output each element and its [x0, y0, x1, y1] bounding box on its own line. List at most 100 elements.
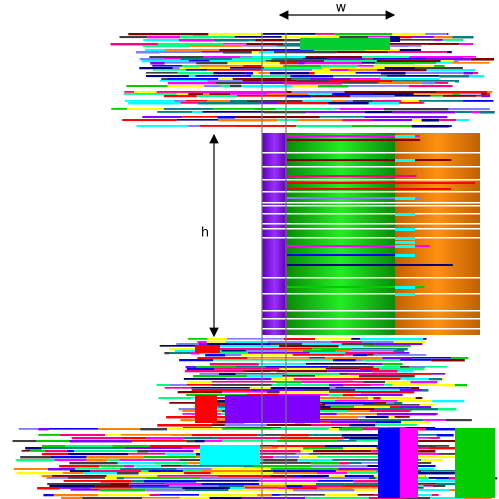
stripe [332, 93, 373, 96]
stripe [324, 477, 370, 480]
stripe [431, 494, 439, 496]
stripe [395, 228, 415, 231]
stripe [188, 60, 210, 62]
stripe [247, 357, 310, 359]
stripe [409, 116, 448, 119]
stripe [116, 472, 139, 475]
stripe [251, 75, 291, 78]
stripe [395, 286, 415, 289]
stripe [50, 456, 87, 459]
stripe [197, 102, 260, 105]
stripe [235, 373, 286, 375]
stripe [354, 394, 403, 396]
stripe [229, 487, 245, 490]
stripe [426, 428, 477, 431]
stripe [311, 95, 351, 98]
stripe [195, 366, 236, 368]
stripe [333, 108, 340, 110]
stripe [90, 470, 142, 473]
stripe [182, 116, 218, 118]
stripe [206, 343, 261, 346]
stripe [62, 472, 84, 475]
stripe [159, 80, 208, 82]
stripe [399, 49, 422, 52]
stripe [260, 343, 271, 346]
stripe [395, 213, 415, 216]
stripe [315, 375, 359, 378]
stripe [267, 49, 314, 51]
stripe [399, 366, 410, 368]
stripe [241, 497, 306, 499]
stripe [185, 100, 208, 102]
stripe [275, 381, 303, 384]
stripe [267, 93, 309, 96]
stripe [436, 434, 454, 437]
stripe [328, 475, 345, 477]
stripe [343, 384, 371, 386]
stripe [243, 465, 254, 468]
stripe [138, 472, 184, 474]
stripe [470, 58, 494, 61]
stripe [158, 397, 192, 400]
stripe [409, 366, 426, 369]
stripe [442, 95, 477, 97]
stripe [275, 108, 334, 110]
stripe [331, 341, 363, 343]
stripe [376, 413, 437, 416]
stripe [199, 125, 236, 127]
stripe [399, 389, 423, 392]
green-column [287, 133, 395, 335]
stripe [328, 428, 340, 431]
stripe [396, 348, 408, 351]
stripe [317, 419, 359, 421]
stripe [374, 408, 439, 411]
stripe [395, 293, 415, 296]
stripe [209, 363, 259, 366]
stripe [157, 475, 219, 477]
stripe [411, 125, 450, 128]
stripe [373, 65, 435, 68]
stripe [412, 119, 422, 122]
stripe [369, 477, 376, 480]
stripe [279, 391, 330, 394]
stripe [186, 440, 196, 443]
stripe [197, 357, 204, 360]
orange-column [395, 133, 480, 335]
stripe [38, 428, 49, 431]
stripe [432, 485, 446, 487]
stripe [448, 108, 490, 111]
stripe [310, 462, 340, 465]
stripe [428, 477, 436, 479]
stripe [158, 43, 223, 46]
stripe [345, 100, 353, 103]
stripe [352, 378, 401, 380]
stripe [325, 368, 360, 370]
stripe [316, 487, 353, 490]
stripe [399, 36, 413, 39]
stripe [144, 49, 166, 52]
stripe [436, 413, 438, 415]
stripe [25, 447, 42, 450]
stripe [262, 205, 480, 207]
stripe [211, 384, 272, 386]
stripe [365, 49, 400, 52]
stripe [432, 400, 465, 403]
stripe [342, 82, 379, 84]
stripe [274, 51, 337, 54]
stripe [106, 459, 120, 462]
stripe [258, 51, 275, 54]
stripe [297, 119, 343, 122]
stripe [178, 39, 214, 42]
stripe [225, 354, 242, 357]
stripe [375, 424, 417, 426]
stripe [409, 56, 464, 59]
stripe [329, 387, 336, 390]
stripe [302, 58, 327, 60]
stripe [359, 368, 380, 371]
stripe [278, 394, 329, 396]
stripe [270, 468, 297, 470]
stripe [211, 468, 271, 470]
stripe [297, 459, 333, 462]
stripe [279, 345, 339, 348]
stripe [99, 465, 124, 467]
